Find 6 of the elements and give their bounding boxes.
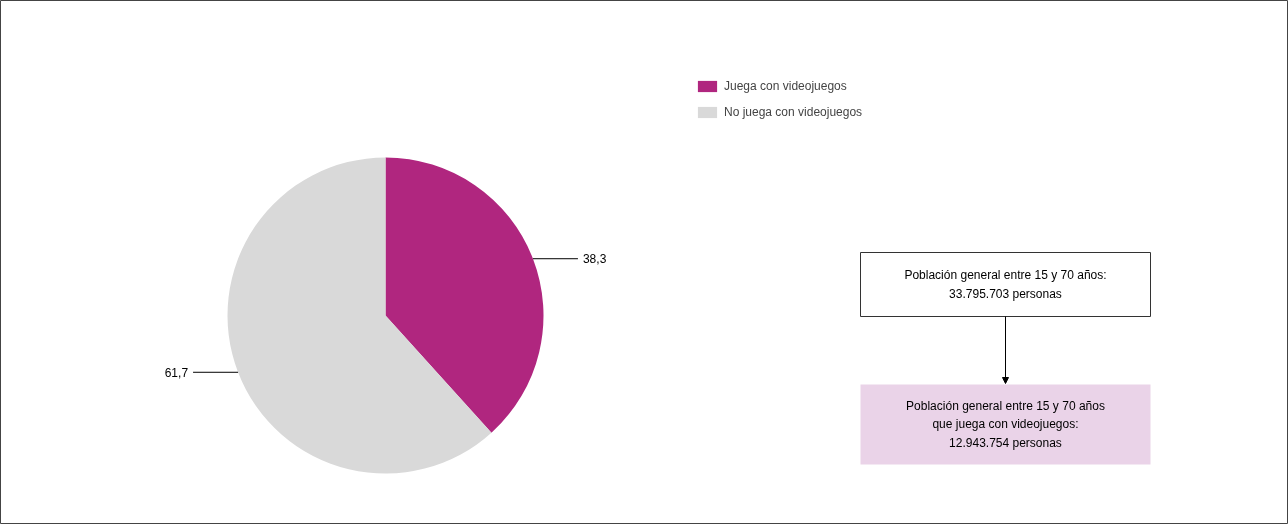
legend-label: Juega con videojuegos xyxy=(724,79,847,93)
text: Población general entre 15 y 70 años que juega con videojuegos: 12.943.754 personas xyxy=(906,399,1105,450)
data-label: 61,7 xyxy=(164,365,189,380)
legend-label: No juega con videojuegos xyxy=(724,105,863,119)
text: Población general entre 15 y 70 años: 33.795.703 personas xyxy=(904,268,1107,301)
data-label: 38,3 xyxy=(582,252,607,267)
